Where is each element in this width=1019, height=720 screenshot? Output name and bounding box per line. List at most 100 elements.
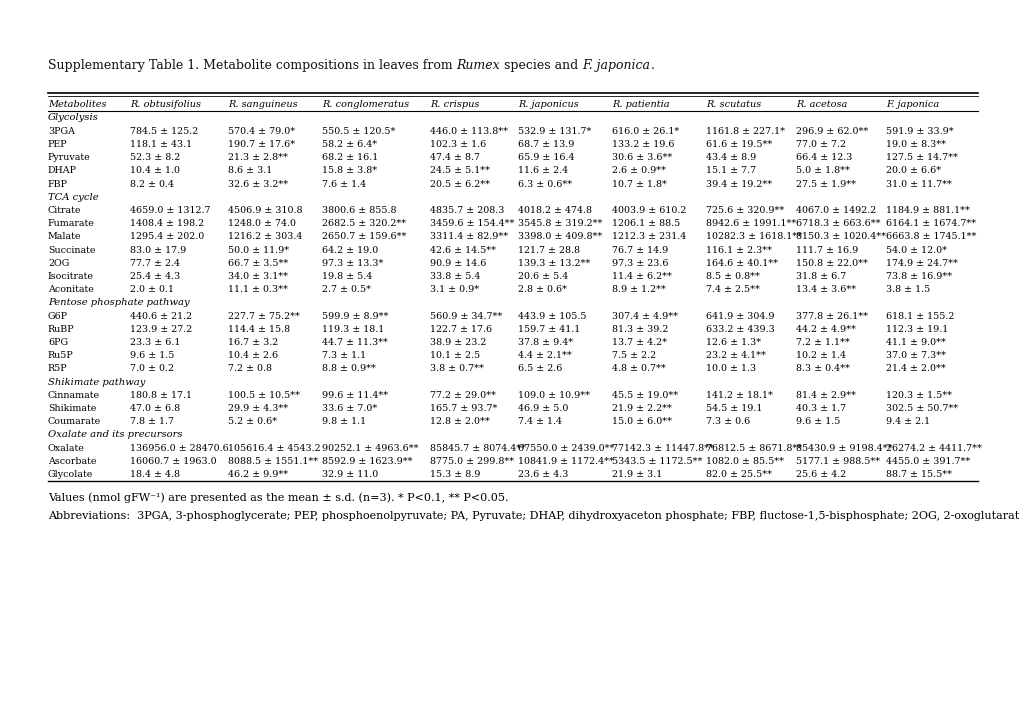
Text: Abbreviations:  3PGA, 3-phosphoglycerate; PEP, phosphoenolpyruvate; PA, Pyruvate: Abbreviations: 3PGA, 3-phosphoglycerate;…: [48, 511, 1019, 521]
Text: 25.6 ± 4.2: 25.6 ± 4.2: [795, 470, 846, 479]
Text: 81.4 ± 2.9**: 81.4 ± 2.9**: [795, 391, 855, 400]
Text: G6P: G6P: [48, 312, 68, 320]
Text: 77.0 ± 7.2: 77.0 ± 7.2: [795, 140, 845, 149]
Text: 90252.1 ± 4963.6**: 90252.1 ± 4963.6**: [322, 444, 418, 452]
Text: R. sanguineus: R. sanguineus: [228, 100, 298, 109]
Text: 109.0 ± 10.9**: 109.0 ± 10.9**: [518, 391, 589, 400]
Text: Citrate: Citrate: [48, 206, 82, 215]
Text: 85845.7 ± 8074.4**: 85845.7 ± 8074.4**: [430, 444, 526, 452]
Text: 82.0 ± 25.5**: 82.0 ± 25.5**: [705, 470, 771, 479]
Text: 23.2 ± 4.1**: 23.2 ± 4.1**: [705, 351, 765, 360]
Text: Pentose phosphate pathway: Pentose phosphate pathway: [48, 298, 190, 307]
Text: 8.5 ± 0.8**: 8.5 ± 0.8**: [705, 272, 759, 281]
Text: RuBP: RuBP: [48, 325, 74, 333]
Text: 10.0 ± 1.3: 10.0 ± 1.3: [705, 364, 755, 373]
Text: 7.6 ± 1.4: 7.6 ± 1.4: [322, 179, 366, 189]
Text: Oxalate and its precursors: Oxalate and its precursors: [48, 431, 182, 439]
Text: 18.4 ± 4.8: 18.4 ± 4.8: [129, 470, 179, 479]
Text: Pyruvate: Pyruvate: [48, 153, 91, 162]
Text: 25.4 ± 4.3: 25.4 ± 4.3: [129, 272, 180, 281]
Text: 73.8 ± 16.9**: 73.8 ± 16.9**: [886, 272, 951, 281]
Text: 165.7 ± 93.7*: 165.7 ± 93.7*: [430, 404, 497, 413]
Text: 46.9 ± 5.0: 46.9 ± 5.0: [518, 404, 568, 413]
Text: 1248.0 ± 74.0: 1248.0 ± 74.0: [228, 219, 296, 228]
Text: 46.2 ± 9.9**: 46.2 ± 9.9**: [228, 470, 287, 479]
Text: Metabolites: Metabolites: [48, 100, 106, 109]
Text: 10.7 ± 1.8*: 10.7 ± 1.8*: [611, 179, 666, 189]
Text: 10.2 ± 1.4: 10.2 ± 1.4: [795, 351, 845, 360]
Text: 8592.9 ± 1623.9**: 8592.9 ± 1623.9**: [322, 456, 412, 466]
Text: 618.1 ± 155.2: 618.1 ± 155.2: [886, 312, 954, 320]
Text: 97.3 ± 13.3*: 97.3 ± 13.3*: [322, 258, 383, 268]
Text: 150.8 ± 22.0**: 150.8 ± 22.0**: [795, 258, 867, 268]
Text: 3311.4 ± 82.9**: 3311.4 ± 82.9**: [430, 233, 507, 241]
Text: 532.9 ± 131.7*: 532.9 ± 131.7*: [518, 127, 591, 135]
Text: 33.6 ± 7.0*: 33.6 ± 7.0*: [322, 404, 377, 413]
Text: 44.7 ± 11.3**: 44.7 ± 11.3**: [322, 338, 387, 347]
Text: 76.7 ± 14.9: 76.7 ± 14.9: [611, 246, 667, 254]
Text: Aconitate: Aconitate: [48, 285, 94, 294]
Text: 633.2 ± 439.3: 633.2 ± 439.3: [705, 325, 774, 333]
Text: Coumarate: Coumarate: [48, 417, 101, 426]
Text: 7.2 ± 0.8: 7.2 ± 0.8: [228, 364, 272, 373]
Text: 8.3 ± 0.4**: 8.3 ± 0.4**: [795, 364, 849, 373]
Text: 64.2 ± 19.0: 64.2 ± 19.0: [322, 246, 378, 254]
Text: R. scutatus: R. scutatus: [705, 100, 760, 109]
Text: 8775.0 ± 299.8**: 8775.0 ± 299.8**: [430, 456, 514, 466]
Text: Values (nmol gFW⁻¹) are presented as the mean ± s.d. (n=3). * P<0.1, ** P<0.05.: Values (nmol gFW⁻¹) are presented as the…: [48, 492, 508, 503]
Text: 4003.9 ± 610.2: 4003.9 ± 610.2: [611, 206, 686, 215]
Text: 1408.4 ± 198.2: 1408.4 ± 198.2: [129, 219, 204, 228]
Text: 7.3 ± 1.1: 7.3 ± 1.1: [322, 351, 366, 360]
Text: 121.7 ± 28.8: 121.7 ± 28.8: [518, 246, 580, 254]
Text: 1216.2 ± 303.4: 1216.2 ± 303.4: [228, 233, 302, 241]
Text: 81.3 ± 39.2: 81.3 ± 39.2: [611, 325, 667, 333]
Text: 15.0 ± 6.0**: 15.0 ± 6.0**: [611, 417, 672, 426]
Text: 5343.5 ± 1172.5**: 5343.5 ± 1172.5**: [611, 456, 702, 466]
Text: 29.9 ± 4.3**: 29.9 ± 4.3**: [228, 404, 287, 413]
Text: 7.8 ± 1.7: 7.8 ± 1.7: [129, 417, 174, 426]
Text: 159.7 ± 41.1: 159.7 ± 41.1: [518, 325, 580, 333]
Text: 21.9 ± 3.1: 21.9 ± 3.1: [611, 470, 661, 479]
Text: 1212.3 ± 231.4: 1212.3 ± 231.4: [611, 233, 686, 241]
Text: Succinate: Succinate: [48, 246, 96, 254]
Text: 99.6 ± 11.4**: 99.6 ± 11.4**: [322, 391, 388, 400]
Text: 43.4 ± 8.9: 43.4 ± 8.9: [705, 153, 755, 162]
Text: 1184.9 ± 881.1**: 1184.9 ± 881.1**: [886, 206, 969, 215]
Text: 15.8 ± 3.8*: 15.8 ± 3.8*: [322, 166, 377, 175]
Text: 136956.0 ± 28470.6: 136956.0 ± 28470.6: [129, 444, 228, 452]
Text: 550.5 ± 120.5*: 550.5 ± 120.5*: [322, 127, 395, 135]
Text: 5177.1 ± 988.5**: 5177.1 ± 988.5**: [795, 456, 879, 466]
Text: 21.4 ± 2.0**: 21.4 ± 2.0**: [886, 364, 945, 373]
Text: 68.7 ± 13.9: 68.7 ± 13.9: [518, 140, 574, 149]
Text: 7.5 ± 2.2: 7.5 ± 2.2: [611, 351, 655, 360]
Text: 443.9 ± 105.5: 443.9 ± 105.5: [518, 312, 586, 320]
Text: 47.0 ± 6.8: 47.0 ± 6.8: [129, 404, 180, 413]
Text: R. patientia: R. patientia: [611, 100, 668, 109]
Text: 61.6 ± 19.5**: 61.6 ± 19.5**: [705, 140, 771, 149]
Text: 1161.8 ± 227.1*: 1161.8 ± 227.1*: [705, 127, 785, 135]
Text: 54.0 ± 12.0*: 54.0 ± 12.0*: [886, 246, 946, 254]
Text: 8088.5 ± 1551.1**: 8088.5 ± 1551.1**: [228, 456, 318, 466]
Text: 68.2 ± 16.1: 68.2 ± 16.1: [322, 153, 378, 162]
Text: 3459.6 ± 154.4**: 3459.6 ± 154.4**: [430, 219, 514, 228]
Text: TCA cycle: TCA cycle: [48, 193, 99, 202]
Text: 32.6 ± 3.2**: 32.6 ± 3.2**: [228, 179, 287, 189]
Text: 127.5 ± 14.7**: 127.5 ± 14.7**: [886, 153, 957, 162]
Text: 139.3 ± 13.2**: 139.3 ± 13.2**: [518, 258, 590, 268]
Text: Shikimate: Shikimate: [48, 404, 96, 413]
Text: 1082.0 ± 85.5**: 1082.0 ± 85.5**: [705, 456, 784, 466]
Text: 40.3 ± 1.7: 40.3 ± 1.7: [795, 404, 846, 413]
Text: 4018.2 ± 474.8: 4018.2 ± 474.8: [518, 206, 591, 215]
Text: 8.9 ± 1.2**: 8.9 ± 1.2**: [611, 285, 665, 294]
Text: 83.0 ± 17.9: 83.0 ± 17.9: [129, 246, 186, 254]
Text: 11.6 ± 2.4: 11.6 ± 2.4: [518, 166, 568, 175]
Text: 65.9 ± 16.4: 65.9 ± 16.4: [518, 153, 574, 162]
Text: 6.5 ± 2.6: 6.5 ± 2.6: [518, 364, 561, 373]
Text: 114.4 ± 15.8: 114.4 ± 15.8: [228, 325, 289, 333]
Text: .: .: [650, 59, 654, 72]
Text: 19.8 ± 5.4: 19.8 ± 5.4: [322, 272, 372, 281]
Text: 39.4 ± 19.2**: 39.4 ± 19.2**: [705, 179, 771, 189]
Text: 377.8 ± 26.1**: 377.8 ± 26.1**: [795, 312, 867, 320]
Text: 76812.5 ± 8671.8**: 76812.5 ± 8671.8**: [705, 444, 801, 452]
Text: 440.6 ± 21.2: 440.6 ± 21.2: [129, 312, 192, 320]
